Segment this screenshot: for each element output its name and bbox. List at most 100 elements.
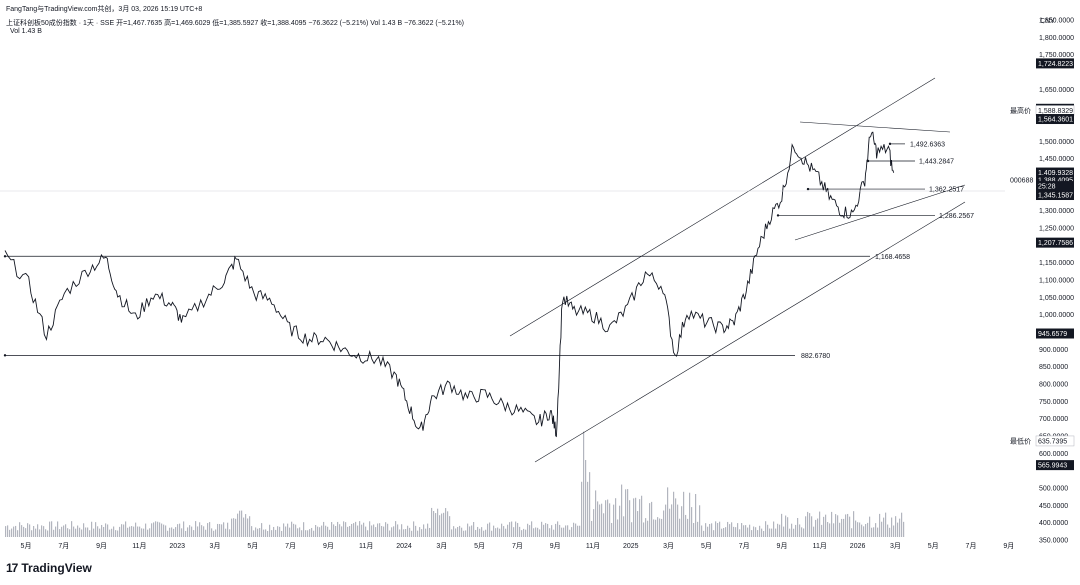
- volume-bar: [15, 525, 17, 537]
- price-tag: [1036, 460, 1074, 471]
- volume-bar: [41, 525, 43, 537]
- y-tick-label: 600.0000: [1039, 451, 1068, 458]
- level-label: 1,443.2847: [919, 158, 954, 165]
- volume-bar: [187, 527, 189, 537]
- volume-bar: [569, 529, 571, 537]
- x-tick-label: 3月: [210, 542, 221, 550]
- price-tag-side-label: 最低价: [1010, 436, 1031, 445]
- volume-bar: [539, 529, 541, 537]
- volume-bar: [207, 523, 209, 537]
- volume-bar: [803, 528, 805, 537]
- price-tag: [1036, 181, 1074, 192]
- volume-bar: [493, 525, 495, 537]
- volume-bar: [731, 522, 733, 537]
- price-tag-label: 565.9943: [1038, 463, 1067, 470]
- volume-bar: [367, 530, 369, 537]
- volume-bar: [447, 511, 449, 537]
- volume-bar: [613, 504, 615, 537]
- volume-bar: [171, 527, 173, 537]
- ohlc-line: 上证科创板50成份指数 · 1天 · SSE 开=1,467.7635 高=1,…: [6, 20, 465, 27]
- volume-bar: [627, 489, 629, 537]
- volume-bar: [513, 527, 515, 537]
- volume-bar: [703, 530, 705, 537]
- volume-bar: [377, 523, 379, 537]
- volume-bar: [597, 501, 599, 537]
- volume-bar: [557, 521, 559, 537]
- tradingview-brand[interactable]: 17 TradingView: [6, 561, 92, 575]
- volume-bar: [553, 529, 555, 537]
- volume-bar: [563, 527, 565, 537]
- volume-bar: [711, 523, 713, 537]
- volume-bar: [781, 513, 783, 537]
- volume-bar: [761, 528, 763, 537]
- volume-bar: [149, 528, 151, 537]
- level-label: 1,168.4658: [875, 254, 910, 261]
- volume-bar: [17, 530, 19, 537]
- volume-bar: [593, 509, 595, 537]
- volume-bar: [121, 524, 123, 537]
- volume-bar: [687, 518, 689, 537]
- volume-bar: [525, 529, 527, 537]
- volume-bar: [75, 528, 77, 537]
- level-anchor: [806, 187, 810, 191]
- volume-bar: [157, 521, 159, 537]
- volume-bar: [697, 521, 699, 537]
- volume-bar: [615, 498, 617, 537]
- volume-bar: [177, 524, 179, 537]
- volume-bar: [863, 526, 865, 537]
- volume-bar: [263, 529, 265, 537]
- volume-bar: [319, 527, 321, 537]
- volume-bar: [609, 503, 611, 537]
- volume-bar: [871, 527, 873, 537]
- volume-bar: [411, 530, 413, 537]
- volume-bar: [547, 523, 549, 537]
- volume-bar: [125, 521, 127, 537]
- volume-bar: [163, 524, 165, 537]
- volume-bar: [323, 521, 325, 537]
- volume-bar: [231, 518, 233, 537]
- volume-bar: [51, 521, 53, 537]
- volume-bar: [331, 522, 333, 537]
- price-tag-label: 635.7395: [1038, 438, 1067, 445]
- volume-bar: [891, 517, 893, 537]
- volume-bar: [321, 525, 323, 537]
- volume-bar: [509, 522, 511, 537]
- volume-bar: [659, 518, 661, 537]
- volume-bar: [29, 524, 31, 537]
- volume-bar: [335, 526, 337, 537]
- volume-bar: [69, 529, 71, 537]
- volume-bar: [773, 521, 775, 537]
- volume-bar: [427, 523, 429, 537]
- volume-bar: [769, 528, 771, 537]
- volume-bar: [623, 516, 625, 537]
- volume-bar: [241, 510, 243, 537]
- volume-bar: [195, 521, 197, 537]
- volume-bar: [719, 521, 721, 537]
- volume-bar: [89, 530, 91, 537]
- volume-bar: [59, 529, 61, 537]
- volume-bar: [325, 525, 327, 537]
- volume-line: Vol 1.43 B: [10, 28, 42, 35]
- level-anchor: [776, 214, 780, 217]
- volume-bar: [215, 529, 217, 537]
- x-tick-label: 2025: [623, 543, 639, 550]
- volume-bar: [467, 523, 469, 537]
- volume-bar: [473, 521, 475, 537]
- volume-bar: [853, 511, 855, 537]
- level-anchor: [866, 159, 870, 163]
- volume-bar: [735, 527, 737, 537]
- volume-bar: [389, 530, 391, 537]
- volume-bar: [183, 521, 185, 537]
- volume-bar: [531, 521, 533, 537]
- volume-bar: [47, 530, 49, 537]
- volume-bar: [363, 522, 365, 537]
- volume-bar: [247, 518, 249, 537]
- volume-bar: [671, 504, 673, 537]
- volume-bar: [451, 529, 453, 537]
- x-tick-label: 7月: [58, 542, 69, 550]
- volume-bar: [791, 523, 793, 537]
- volume-bar: [763, 530, 765, 537]
- volume-bar: [757, 530, 759, 537]
- price-tag: [1036, 175, 1074, 186]
